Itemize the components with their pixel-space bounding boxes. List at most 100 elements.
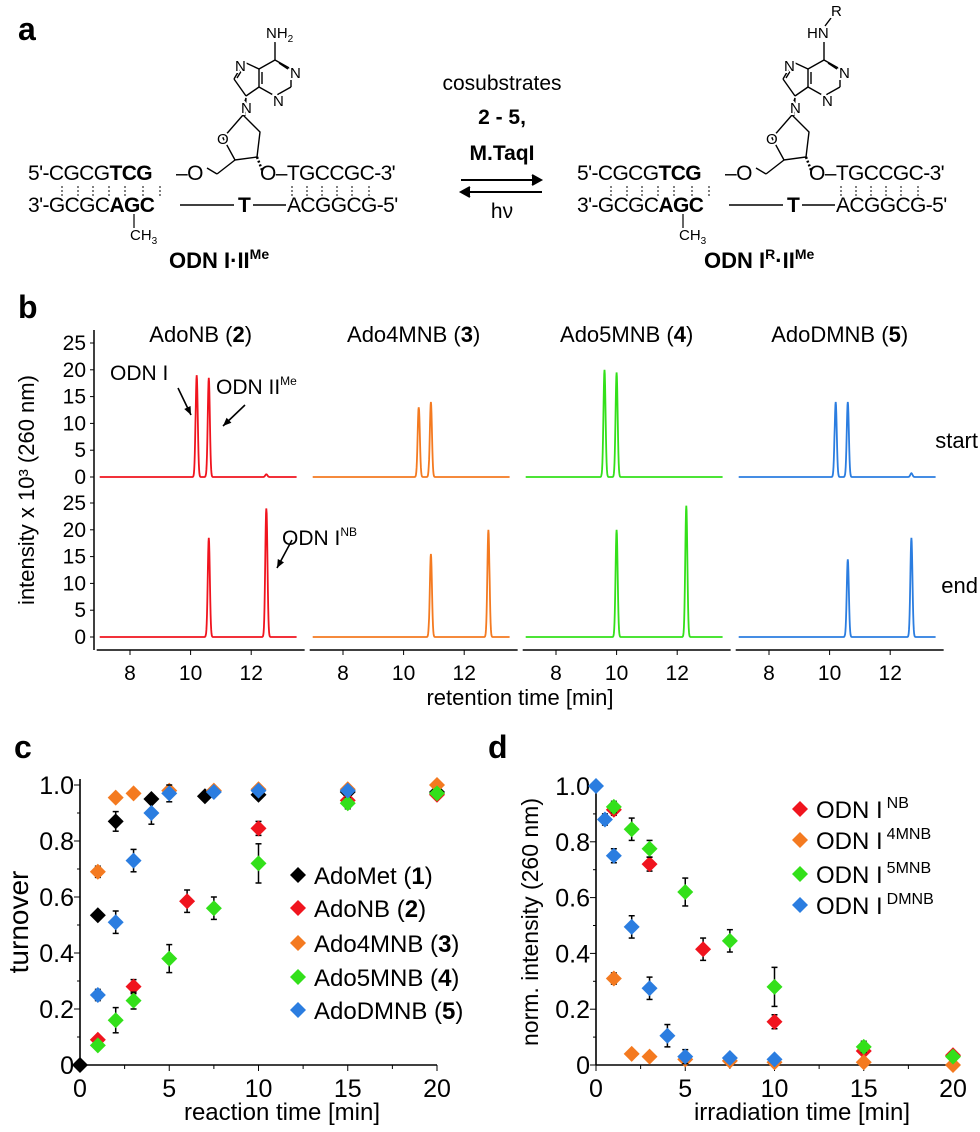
data-point [945, 1057, 961, 1073]
legend-item: Ado4MNB (3) [290, 931, 459, 958]
bond [823, 59, 841, 70]
methyl-label: CH3 [679, 227, 707, 247]
legend-marker-icon [290, 935, 306, 951]
data-point [677, 1048, 694, 1065]
substrate-label-main: ODN I·II [169, 248, 250, 273]
strand-seq-3: O–TGCCGC-3' [809, 162, 944, 185]
strand-seq: 5'-CGCG [28, 162, 109, 185]
chromatogram-trace-start [525, 369, 723, 478]
data-point [721, 932, 738, 949]
x-tick-label: 5 [678, 1075, 692, 1103]
atom-nh2: NH2 [266, 25, 294, 45]
legend-number: 1 [411, 863, 424, 890]
row-label-start: start [935, 428, 978, 453]
data-point [72, 1057, 88, 1073]
atom-n: N [273, 93, 284, 110]
strand-seq-5: ACGGCG-5' [836, 194, 947, 217]
y-tick-label: 0.6 [555, 885, 590, 913]
atom-n: N [839, 65, 850, 82]
data-point [125, 852, 142, 869]
legend-marker-icon [792, 866, 808, 882]
legend-label: AdoMet (1) [314, 863, 433, 890]
bond [258, 86, 276, 97]
x-tick-label: 8 [124, 662, 136, 685]
photolysis-chart: d 0 0.2 0.4 0.6 0.8 1.0 0 5 10 15 20 irradiation tim… [488, 729, 967, 1126]
data-point [250, 820, 267, 837]
data-point [641, 1048, 658, 1065]
title-number: 2 [232, 322, 244, 347]
data-point [107, 914, 124, 931]
double-bond [785, 64, 795, 79]
double-bond [278, 62, 289, 70]
annotation-sup: Me [280, 374, 297, 388]
chromatogram-trace-end [312, 529, 510, 638]
y-tick-label: 10 [63, 572, 86, 595]
data-point [766, 978, 783, 995]
x-tick-label: 20 [939, 1075, 967, 1103]
data-point [161, 785, 178, 802]
condition-cosubstrates: cosubstrates [442, 72, 561, 95]
atom-n: N [790, 100, 801, 117]
data-point [107, 789, 124, 806]
atom-r: R [831, 3, 842, 20]
series-1 [605, 970, 961, 1073]
legend-item: ODN I NB [792, 795, 909, 824]
strand-t: T [238, 194, 251, 217]
y-tick-label: 20 [63, 519, 86, 542]
annotation-odn2: ODN IIMe [216, 374, 297, 399]
legend-marker-icon [792, 897, 808, 913]
sugar-ring [222, 113, 261, 161]
data-point [605, 798, 622, 815]
title-name: Ado4MNB [347, 322, 447, 347]
data-point [623, 1045, 640, 1062]
strand-linker-o: –O [725, 162, 752, 185]
sugar-ring [771, 113, 810, 161]
legend-number: 3 [438, 931, 451, 958]
data-point [125, 978, 142, 995]
bond [233, 78, 247, 97]
x-tick-label: 12 [453, 662, 476, 685]
legend-number: 4 [438, 965, 452, 992]
equilibrium-arrows-icon [458, 174, 544, 198]
x-tick-label: 8 [550, 662, 562, 685]
data-point [588, 778, 604, 794]
atom-n: N [235, 58, 246, 75]
y-axis-label: intensity x 10³ (260 nm) [14, 375, 39, 605]
y-tick-label: 25 [63, 492, 86, 515]
bond [782, 61, 794, 80]
legend-marker-icon [792, 832, 808, 848]
data-point [429, 785, 445, 802]
y-tick-label: 20 [63, 359, 86, 382]
y-tick-label: 1.0 [39, 772, 74, 800]
bonds [755, 42, 841, 175]
x-tick-label: 0 [73, 1075, 87, 1103]
strand-seq-5: ACGGCG-5' [287, 194, 398, 217]
legend-label: ODN I NB [816, 795, 909, 824]
chromatogram-trace-end [99, 508, 297, 638]
panel-label-d: d [488, 729, 508, 765]
atom-hn: HN [807, 25, 829, 42]
reaction-conditions: cosubstrates 2 - 5, M.TaqI hν [442, 72, 561, 223]
y-tick-label: 0.2 [39, 996, 74, 1024]
chromatogram-trace-start [312, 401, 510, 478]
data-point [125, 785, 142, 802]
wedge-bond [240, 97, 247, 116]
strand-seq: 3'-GCGC [28, 194, 110, 217]
x-tick-label: 20 [423, 1075, 451, 1103]
product-label-sup: Me [795, 246, 815, 262]
legend-item: AdoDMNB (5) [290, 998, 463, 1025]
methyl-sub: 3 [152, 236, 158, 247]
y-tick-label: 1.0 [555, 773, 590, 801]
legend-label: Ado5MNB (4) [314, 965, 459, 992]
annotation-sup: NB [340, 525, 357, 539]
bonds [206, 42, 292, 175]
y-tick-label: 0.4 [555, 940, 590, 968]
top-strand: 5'-CGCGTCG [28, 162, 152, 185]
data-point [677, 884, 694, 901]
y-tick-label: 0 [74, 466, 86, 489]
data-point [596, 811, 613, 828]
data-point [250, 782, 267, 799]
bottom-strand: 3'-GCGCAGC [577, 194, 704, 217]
